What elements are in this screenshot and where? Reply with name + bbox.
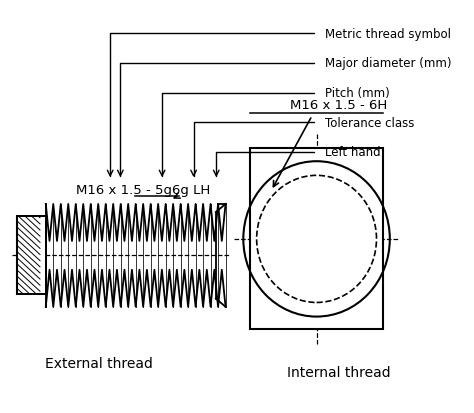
Text: Major diameter (mm): Major diameter (mm) — [326, 57, 452, 70]
Bar — [17, 217, 46, 295]
Bar — [17, 217, 46, 295]
Bar — [250, 149, 383, 330]
Bar — [17, 217, 46, 295]
Text: M16 x 1.5 - 6H: M16 x 1.5 - 6H — [290, 99, 387, 112]
Bar — [17, 217, 46, 295]
Bar — [17, 217, 46, 295]
Text: External thread: External thread — [45, 356, 153, 370]
Text: Pitch (mm): Pitch (mm) — [326, 87, 390, 100]
Bar — [17, 217, 46, 295]
Text: Internal thread: Internal thread — [287, 365, 391, 379]
Text: Metric thread symbol: Metric thread symbol — [326, 28, 451, 41]
Bar — [17, 217, 46, 295]
Bar — [17, 217, 46, 295]
FancyBboxPatch shape — [17, 217, 46, 295]
Bar — [17, 217, 46, 295]
Text: Tolerance class: Tolerance class — [326, 116, 415, 129]
Bar — [17, 217, 46, 295]
Text: M16 x 1.5 - 5g6g LH: M16 x 1.5 - 5g6g LH — [76, 184, 210, 197]
Bar — [17, 217, 46, 295]
Bar — [17, 217, 46, 295]
Bar — [17, 217, 46, 295]
Bar — [17, 217, 46, 295]
Bar — [17, 217, 46, 295]
Bar — [17, 217, 46, 295]
Text: Left hand: Left hand — [326, 146, 381, 159]
Bar — [17, 217, 46, 295]
